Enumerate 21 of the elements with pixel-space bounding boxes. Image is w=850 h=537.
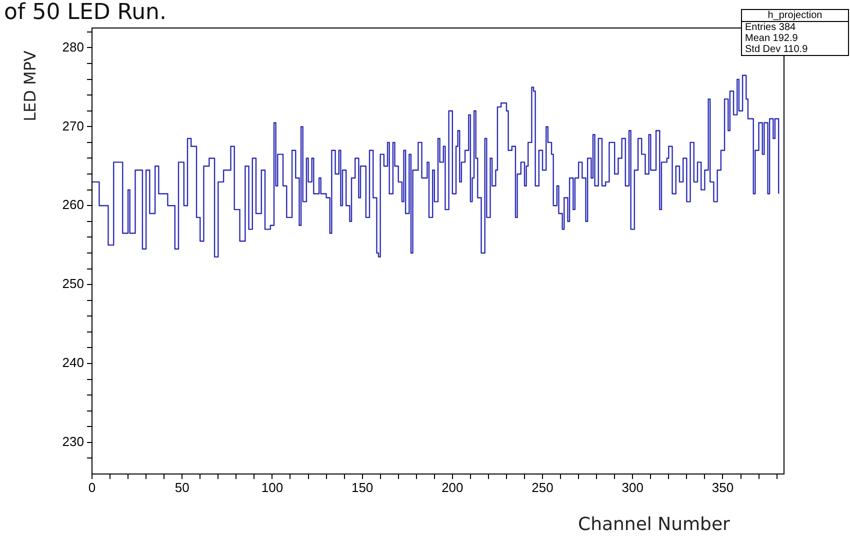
- annotation: Entries 384: [744, 22, 797, 33]
- x-tick-label: 250: [532, 480, 554, 496]
- y-tick-label: 240: [62, 355, 84, 370]
- x-tick-label: 300: [622, 480, 644, 496]
- x-tick-label: 100: [261, 480, 284, 496]
- y-axis-title: LED MPV: [20, 50, 40, 122]
- x-tick-label: 150: [351, 480, 374, 496]
- y-tick-label: 250: [62, 276, 84, 292]
- x-tick-label: 50: [174, 480, 190, 496]
- x-tick-label: 0: [88, 480, 96, 496]
- annotation: Mean 192.9: [744, 33, 799, 44]
- x-axis-title: Channel Number: [578, 514, 730, 535]
- annotation: Std Dev 110.9: [744, 44, 809, 55]
- y-tick-label: 270: [62, 118, 84, 134]
- text: h_projection: [742, 10, 848, 22]
- chart-title: of 50 LED Run.: [4, 0, 166, 26]
- y-tick-label: 230: [62, 434, 84, 450]
- x-tick-label: 350: [712, 480, 734, 496]
- x-tick-label: 200: [442, 480, 464, 496]
- y-tick-label: 280: [62, 39, 84, 54]
- y-tick-label: 260: [62, 197, 84, 212]
